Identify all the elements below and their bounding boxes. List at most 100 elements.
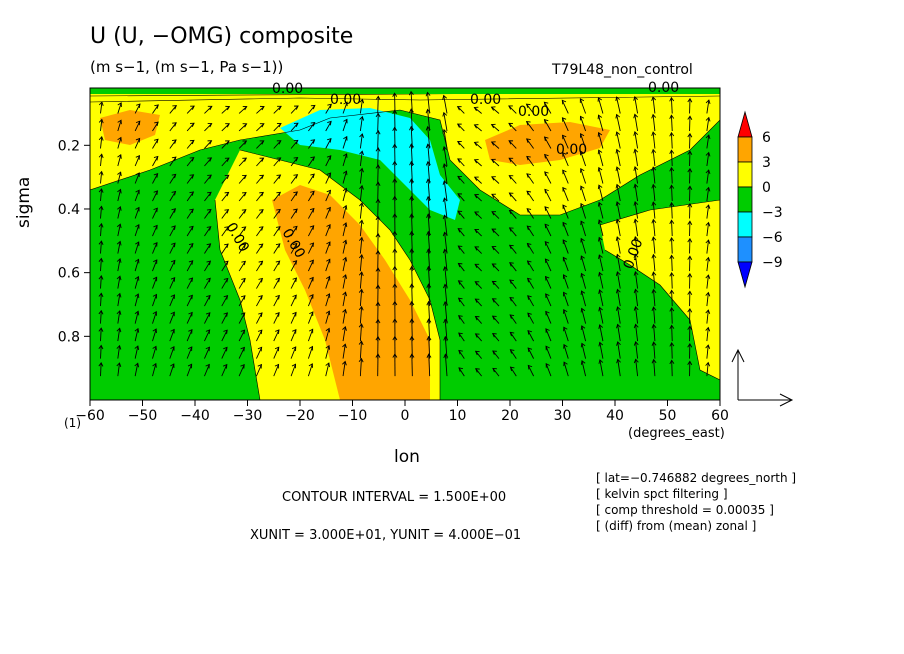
wind-arrow-head: [225, 105, 231, 111]
wind-arrow-head: [580, 167, 585, 173]
wind-arrow: [598, 115, 604, 132]
wind-arrow-head: [116, 362, 122, 368]
x-tick-label: −60: [75, 408, 105, 424]
wind-arrow-head: [409, 213, 415, 218]
wind-arrow-head: [309, 259, 314, 265]
wind-arrow-head: [274, 363, 280, 369]
wind-arrow: [527, 243, 535, 254]
wind-arrow-head: [458, 315, 463, 320]
wind-arrow-head: [474, 333, 480, 338]
wind-arrow-head: [491, 211, 497, 216]
wind-arrow: [134, 103, 141, 114]
wind-arrow-head: [687, 185, 693, 190]
wind-arrow: [325, 121, 332, 132]
wind-arrow-head: [705, 361, 711, 367]
wind-arrow: [617, 359, 621, 377]
wind-arrow-head: [474, 246, 480, 251]
wind-arrow: [359, 272, 363, 289]
wind-arrow-head: [705, 186, 711, 192]
wind-arrow-head: [343, 118, 348, 124]
wind-arrow-head: [616, 358, 621, 364]
wind-arrow-head: [456, 106, 462, 111]
wind-arrow-head: [705, 326, 711, 332]
wind-arrow-head: [359, 115, 365, 121]
wind-arrow-head: [527, 312, 532, 318]
wind-arrow-head: [633, 235, 639, 241]
wind-arrow-head: [563, 361, 568, 367]
wind-arrow-head: [687, 115, 693, 120]
wind-arrow: [359, 220, 363, 237]
wind-arrow: [427, 161, 431, 184]
wind-arrow-head: [116, 310, 122, 315]
wind-arrow: [509, 210, 517, 219]
wind-arrow-head: [597, 149, 603, 155]
wind-arrow: [204, 329, 211, 342]
wind-arrow: [491, 106, 500, 114]
wind-arrow-head: [392, 335, 398, 341]
wind-arrow: [238, 364, 245, 377]
y-extra-label: (1): [64, 416, 81, 430]
wind-arrow-head: [651, 183, 657, 189]
wind-arrow: [238, 329, 245, 342]
wind-arrow-head: [310, 156, 316, 161]
wind-arrow-head: [293, 174, 299, 179]
wind-arrow: [670, 115, 673, 132]
wind-arrow-head: [527, 347, 533, 353]
wind-arrow: [706, 310, 709, 324]
wind-arrow-head: [98, 309, 104, 315]
wind-arrow-head: [527, 277, 532, 283]
wind-arrow: [325, 276, 331, 289]
wind-arrow-head: [562, 256, 568, 262]
wind-arrow: [256, 226, 264, 237]
wind-arrow: [359, 323, 362, 342]
wind-arrow-head: [563, 326, 568, 332]
wind-arrow-head: [687, 255, 693, 261]
wind-arrow-head: [375, 267, 381, 272]
wind-arrow: [616, 131, 621, 149]
wind-arrow-head: [457, 158, 462, 163]
wind-arrow: [290, 329, 297, 342]
wind-arrow: [290, 295, 297, 307]
wind-arrow: [152, 225, 158, 237]
wind-arrow: [652, 132, 656, 149]
wind-arrow-head: [342, 291, 347, 297]
wind-arrow: [273, 312, 280, 324]
wind-arrow: [307, 346, 313, 359]
wind-arrow: [221, 174, 230, 184]
wind-arrow-head: [375, 250, 381, 255]
wind-arrow-head: [705, 151, 711, 157]
wind-arrow-head: [359, 184, 364, 190]
wind-arrow: [256, 209, 264, 219]
y-tick-label: 0.4: [58, 202, 80, 218]
wind-arrow-head: [525, 121, 531, 126]
wind-arrow: [307, 363, 313, 377]
wind-arrow-head: [562, 204, 567, 210]
wind-arrow: [169, 363, 175, 377]
wind-arrow: [635, 341, 639, 359]
wind-arrow: [635, 359, 639, 377]
wind-arrow: [290, 312, 297, 324]
wind-arrow-head: [580, 342, 586, 348]
wind-arrow: [545, 276, 552, 289]
wind-arrow-head: [188, 242, 194, 248]
wind-arrow-head: [669, 131, 675, 137]
wind-arrow-head: [651, 253, 657, 259]
wind-arrow-head: [508, 227, 514, 232]
wind-arrow: [526, 225, 535, 237]
wind-arrow: [359, 99, 363, 114]
wind-arrow-head: [292, 311, 297, 317]
wind-arrow-head: [669, 219, 675, 225]
wind-arrow-head: [580, 133, 585, 138]
wind-arrow: [526, 156, 534, 167]
wind-arrow: [526, 173, 534, 184]
wind-arrow-head: [342, 360, 347, 366]
wind-arrow-head: [527, 364, 533, 370]
wind-arrow: [342, 326, 346, 342]
wind-arrow: [273, 329, 280, 342]
wind-arrow-head: [473, 141, 479, 146]
wind-arrow: [562, 239, 569, 254]
wind-arrow-head: [309, 207, 315, 213]
contour-label: 0.00: [648, 80, 679, 96]
wind-arrow: [598, 254, 604, 272]
wind-arrow-head: [392, 178, 398, 183]
